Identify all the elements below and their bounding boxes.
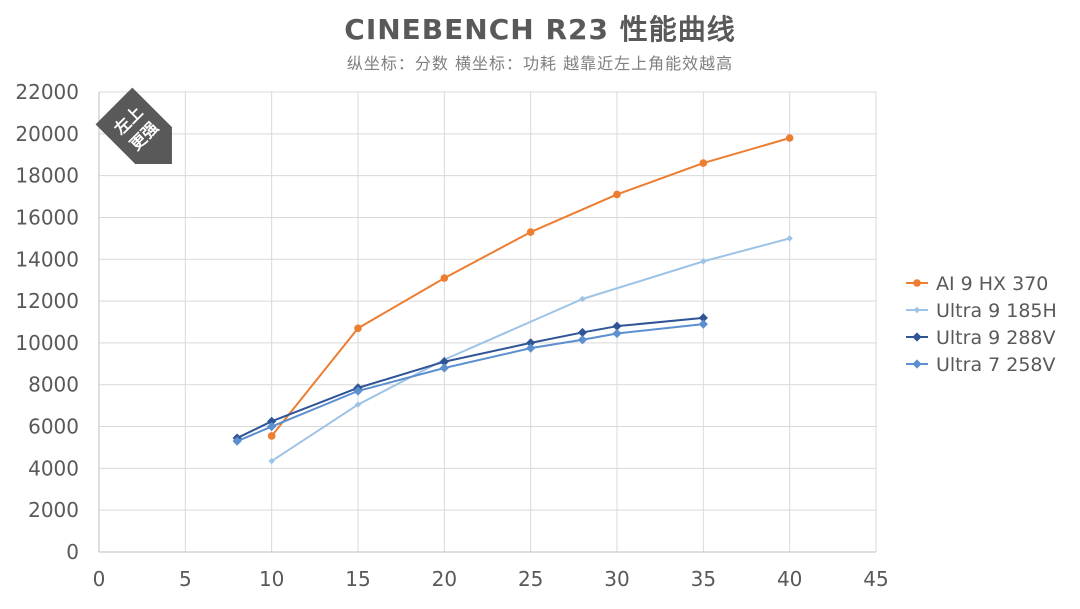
data-point <box>613 190 621 199</box>
data-point <box>526 338 536 348</box>
y-tick-label: 20000 <box>15 122 79 146</box>
data-point <box>526 228 535 236</box>
legend: AI 9 HX 370 Ultra 9 185H Ultra 9 288V Ultra… <box>906 273 1057 376</box>
chart-subtitle: 纵坐标：分数 横坐标：功耗 越靠近左上角能效越高 <box>346 54 734 73</box>
y-tick-label: 2000 <box>28 498 79 522</box>
legend-item: Ultra 9 185H <box>906 300 1057 322</box>
data-point <box>913 279 921 287</box>
data-point <box>698 319 708 329</box>
data-point <box>439 357 449 367</box>
legend-label: AI 9 HX 370 <box>936 273 1048 295</box>
x-tick-label: 30 <box>604 567 629 591</box>
data-point <box>267 432 276 440</box>
series-4 <box>232 319 708 446</box>
x-tick-label: 45 <box>863 567 888 591</box>
data-point <box>577 335 588 345</box>
data-point <box>785 134 794 142</box>
data-point <box>526 343 536 353</box>
x-tick-label: 40 <box>777 567 802 591</box>
legend-label: Ultra 9 288V <box>936 327 1056 349</box>
data-point <box>700 258 707 265</box>
gridlines <box>99 91 877 552</box>
legend-item: Ultra 7 258V <box>906 354 1056 376</box>
tick-labels: 0 2000 4000 6000 8000 10000 12000 14000 16000 180… <box>15 80 888 591</box>
data-point <box>354 401 362 408</box>
data-point <box>232 436 242 446</box>
y-tick-label: 22000 <box>15 80 79 104</box>
data-point <box>353 386 363 396</box>
y-tick-label: 18000 <box>15 164 79 188</box>
y-tick-label: 10000 <box>15 331 79 355</box>
y-tick-label: 6000 <box>28 415 79 439</box>
y-tick-label: 4000 <box>28 456 79 480</box>
data-point <box>912 359 922 369</box>
data-point <box>612 328 622 339</box>
x-tick-label: 10 <box>259 567 284 591</box>
data-point <box>698 313 708 323</box>
series-2 <box>268 235 793 465</box>
y-tick-label: 16000 <box>15 205 79 229</box>
data-point <box>579 295 586 303</box>
y-tick-label: 0 <box>66 540 79 564</box>
data-point <box>268 457 275 465</box>
series-3 <box>232 313 708 443</box>
badge-shape <box>95 87 172 164</box>
x-tick-label: 5 <box>179 567 192 591</box>
series-1 <box>267 134 794 440</box>
x-tick-label: 35 <box>691 567 716 591</box>
data-point <box>786 235 793 242</box>
legend-item: AI 9 HX 370 <box>906 273 1048 295</box>
x-tick-label: 20 <box>432 567 457 591</box>
data-point <box>612 321 622 331</box>
data-point <box>267 421 277 432</box>
x-tick-label: 25 <box>518 567 543 591</box>
data-point <box>440 274 449 282</box>
x-tick-label: 0 <box>93 567 106 591</box>
y-tick-label: 8000 <box>28 373 79 397</box>
data-point <box>267 416 277 426</box>
legend-label: Ultra 7 258V <box>936 354 1056 376</box>
data-point <box>577 327 588 338</box>
series-line <box>236 316 704 439</box>
y-tick-label: 14000 <box>15 247 79 271</box>
chart-title: CINEBENCH R23 性能曲线 <box>344 13 736 46</box>
legend-label: Ultra 9 185H <box>936 300 1057 322</box>
data-point <box>354 324 362 333</box>
legend-item: Ultra 9 288V <box>906 327 1056 349</box>
series-line <box>271 237 790 462</box>
data-point <box>912 332 922 342</box>
data-point <box>699 159 708 167</box>
y-tick-label: 12000 <box>15 289 79 313</box>
x-tick-label: 15 <box>345 567 370 591</box>
series-line <box>236 323 704 443</box>
data-point <box>913 306 921 314</box>
data-point <box>439 363 449 373</box>
